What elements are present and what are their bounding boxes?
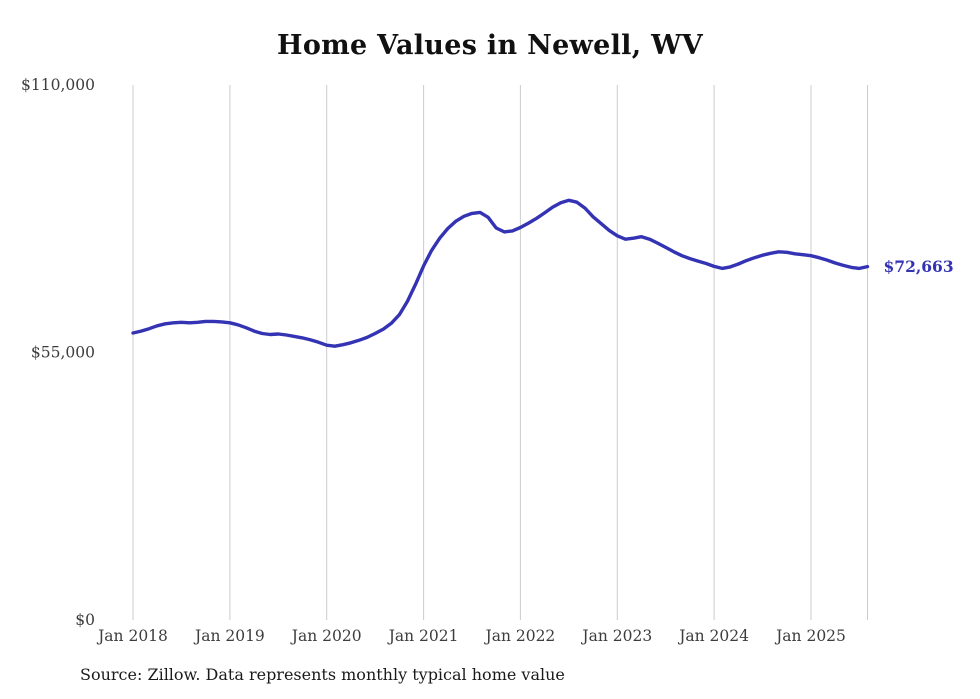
y-tick-label: $0 (75, 611, 95, 629)
y-tick-label: $110,000 (21, 76, 95, 94)
y-tick-label: $55,000 (31, 344, 95, 362)
x-tick-label: Jan 2023 (580, 627, 652, 645)
x-tick-label: Jan 2021 (387, 627, 459, 645)
x-tick-label: Jan 2024 (677, 627, 749, 645)
source-note: Source: Zillow. Data represents monthly … (80, 665, 565, 684)
x-tick-label: Jan 2018 (96, 627, 168, 645)
x-tick-label: Jan 2020 (290, 627, 362, 645)
x-tick-label: Jan 2019 (193, 627, 265, 645)
x-tick-label: Jan 2022 (483, 627, 555, 645)
x-tick-label: Jan 2025 (774, 627, 846, 645)
chart-title: Home Values in Newell, WV (277, 30, 703, 61)
current-value-label: $72,663 (884, 257, 954, 276)
home-value-series-line (131, 198, 870, 348)
